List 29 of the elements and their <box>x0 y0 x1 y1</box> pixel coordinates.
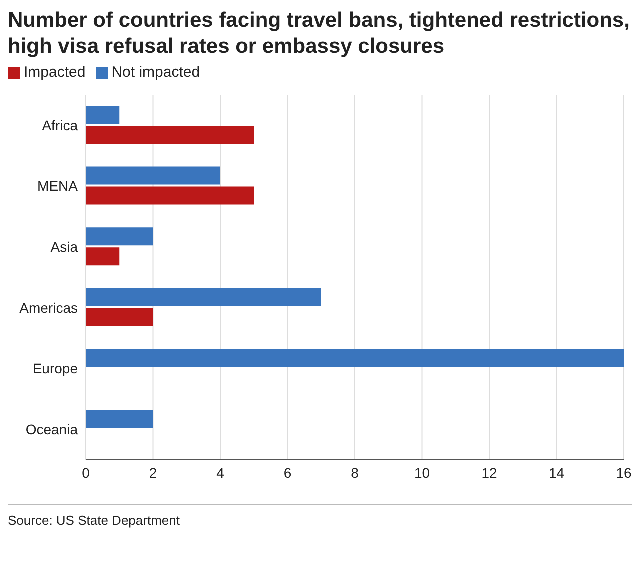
y-tick-label: Oceania <box>26 422 78 438</box>
bar <box>86 106 120 124</box>
x-tick-label: 14 <box>548 464 565 481</box>
x-tick-label: 16 <box>616 464 632 481</box>
x-tick-label: 6 <box>284 464 292 481</box>
y-tick-label: Asia <box>50 239 78 256</box>
x-tick-label: 0 <box>82 464 90 481</box>
source-note: Source: US State Department <box>8 513 181 528</box>
x-tick-label: 12 <box>482 464 498 481</box>
bar <box>86 248 120 266</box>
bar <box>86 349 624 368</box>
bar <box>86 288 322 306</box>
bar <box>86 410 154 428</box>
y-tick-label: Africa <box>42 117 78 134</box>
y-tick-label: Europe <box>32 360 78 377</box>
x-tick-label: 10 <box>414 464 430 481</box>
x-tick-label: 4 <box>216 464 225 481</box>
legend-label: Impacted <box>24 64 86 81</box>
bar <box>86 228 154 246</box>
y-tick-label: MENA <box>38 178 79 194</box>
x-tick-label: 2 <box>149 464 158 481</box>
x-tick-label: 8 <box>351 464 360 481</box>
bar <box>86 126 254 144</box>
bar <box>86 308 154 326</box>
chart-title: Number of countries facing travel bans, tightened restrictions, high visa refusal rates or embassy closures <box>8 8 631 60</box>
bar <box>86 166 220 185</box>
bar <box>86 186 254 205</box>
y-tick-label: Americas <box>20 300 78 316</box>
legend-label: Not impacted <box>112 64 200 81</box>
